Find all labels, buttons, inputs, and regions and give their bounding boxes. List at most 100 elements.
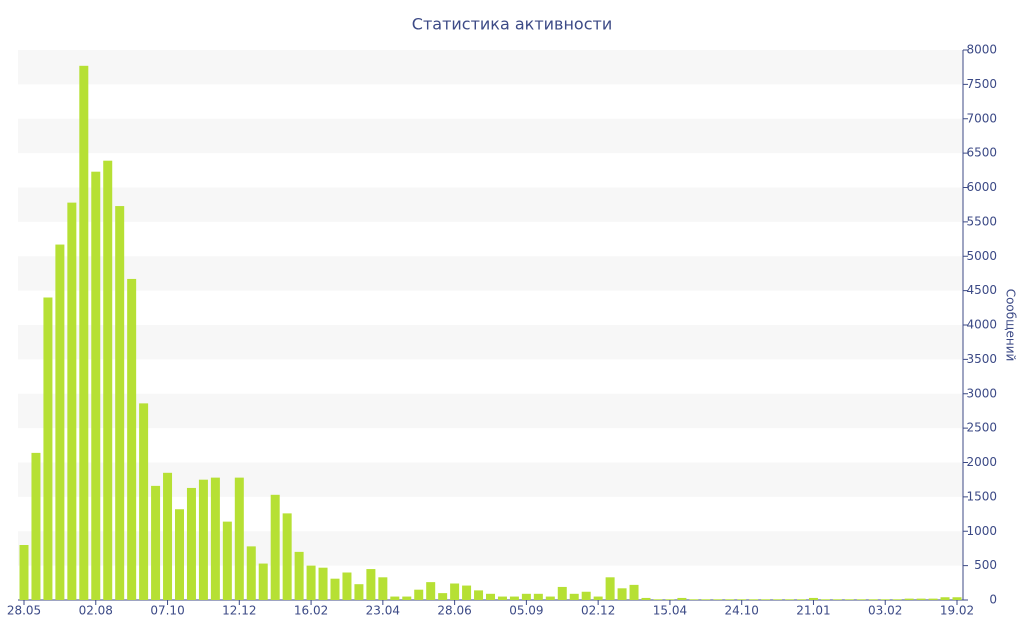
bar bbox=[31, 452, 41, 600]
y-tick-label: 4000 bbox=[966, 318, 997, 332]
bar bbox=[186, 487, 196, 600]
bar bbox=[617, 588, 627, 600]
bar bbox=[378, 577, 388, 600]
y-tick-label: 8000 bbox=[966, 43, 997, 57]
x-tick-label: 28.05 bbox=[7, 604, 41, 618]
bar bbox=[438, 593, 448, 600]
bar bbox=[533, 593, 543, 600]
bar bbox=[832, 599, 842, 600]
bar bbox=[306, 565, 316, 600]
y-tick-label: 2000 bbox=[966, 455, 997, 469]
y-tick-label: 5000 bbox=[966, 249, 997, 263]
x-tick-label: 24.10 bbox=[725, 604, 759, 618]
bar bbox=[521, 593, 531, 600]
bar bbox=[342, 572, 352, 600]
bar bbox=[55, 244, 65, 600]
y-tick-label: 3500 bbox=[966, 352, 997, 366]
bar bbox=[210, 477, 220, 600]
x-tick-label: 02.12 bbox=[581, 604, 615, 618]
x-tick-label: 21.01 bbox=[796, 604, 830, 618]
bar bbox=[366, 569, 376, 600]
x-tick-label: 19.02 bbox=[940, 604, 974, 618]
bar bbox=[151, 485, 161, 600]
bar bbox=[545, 596, 555, 600]
bar bbox=[868, 599, 878, 600]
bar bbox=[175, 509, 184, 600]
bar bbox=[163, 472, 173, 600]
bar bbox=[414, 589, 424, 600]
bar bbox=[198, 479, 208, 600]
bar bbox=[737, 599, 747, 600]
bar bbox=[689, 599, 699, 600]
y-axis-title: Сообщений bbox=[1004, 289, 1018, 362]
bar bbox=[127, 278, 137, 600]
bar bbox=[258, 563, 268, 600]
y-tick-label: 7500 bbox=[966, 77, 997, 91]
bar bbox=[773, 599, 783, 600]
y-tick-label: 4500 bbox=[966, 283, 997, 297]
bar bbox=[892, 599, 902, 600]
bar bbox=[665, 599, 675, 600]
bar bbox=[282, 513, 292, 600]
x-tick-label: 03.02 bbox=[868, 604, 902, 618]
bar bbox=[916, 598, 926, 600]
x-tick-label: 02.08 bbox=[79, 604, 113, 618]
grid-band bbox=[18, 118, 963, 154]
x-tick-label: 05.09 bbox=[509, 604, 543, 618]
bar bbox=[653, 599, 663, 600]
bar bbox=[581, 591, 591, 600]
y-tick-label: 6500 bbox=[966, 146, 997, 160]
bar bbox=[928, 598, 938, 600]
x-tick-label: 28.06 bbox=[437, 604, 471, 618]
bar bbox=[844, 599, 854, 600]
y-tick-label: 500 bbox=[974, 558, 997, 572]
y-tick-label: 0 bbox=[989, 593, 997, 607]
bar bbox=[593, 596, 603, 600]
bar bbox=[450, 583, 460, 600]
bar bbox=[785, 599, 795, 600]
x-tick-label: 16.02 bbox=[294, 604, 328, 618]
bar bbox=[426, 582, 436, 600]
bar bbox=[797, 599, 806, 600]
bar bbox=[354, 584, 364, 600]
y-tick-label: 3000 bbox=[966, 386, 997, 400]
bar bbox=[402, 596, 412, 600]
grid-band bbox=[18, 256, 963, 291]
bar bbox=[713, 599, 723, 600]
bar bbox=[294, 551, 304, 600]
bar bbox=[856, 599, 866, 600]
bar bbox=[761, 599, 771, 600]
chart-title: Статистика активности bbox=[412, 15, 612, 34]
bar bbox=[67, 202, 77, 600]
bar bbox=[725, 599, 735, 600]
bar bbox=[91, 171, 101, 600]
y-tick-label: 1500 bbox=[966, 489, 997, 503]
grid-band bbox=[18, 187, 963, 222]
bar bbox=[940, 597, 950, 600]
bar bbox=[115, 206, 125, 600]
x-tick-label: 15.04 bbox=[653, 604, 687, 618]
bar bbox=[330, 578, 340, 600]
bar bbox=[880, 599, 890, 600]
bar bbox=[246, 546, 256, 600]
bar bbox=[569, 593, 579, 600]
bar bbox=[641, 597, 651, 600]
bar bbox=[820, 599, 830, 600]
bar bbox=[234, 477, 244, 600]
bar bbox=[103, 160, 113, 600]
bar bbox=[462, 585, 472, 600]
bar bbox=[270, 494, 280, 600]
bar bbox=[79, 65, 89, 600]
bar bbox=[474, 590, 484, 600]
bar bbox=[904, 598, 914, 600]
bar bbox=[952, 597, 962, 600]
bar bbox=[509, 596, 519, 600]
bar bbox=[486, 593, 495, 600]
y-tick-label: 1000 bbox=[966, 524, 997, 538]
y-tick-label: 2500 bbox=[966, 421, 997, 435]
grid-band bbox=[18, 462, 963, 497]
bar bbox=[749, 599, 759, 600]
bar bbox=[43, 297, 53, 600]
bar bbox=[390, 596, 400, 600]
grid-band bbox=[18, 325, 963, 360]
